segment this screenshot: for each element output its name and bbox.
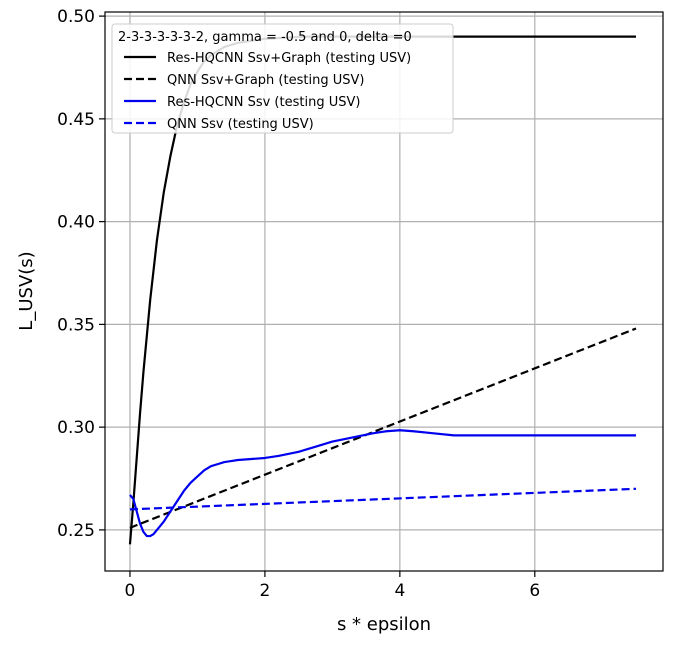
- x-axis-label: s * epsilon: [337, 614, 431, 635]
- x-tick-label: 0: [125, 581, 136, 601]
- series-line-4: [129, 487, 637, 511]
- x-axis: 0 2 4 6: [125, 571, 540, 601]
- plot-frame: [104, 11, 664, 572]
- y-tick-label: 0.30: [57, 418, 95, 438]
- legend-label-4: QNN Ssv (testing USV): [167, 117, 314, 132]
- y-tick-label: 0.50: [57, 7, 95, 27]
- x-tick-label: 4: [394, 581, 405, 601]
- legend-entries: Res-HQCNN Ssv+Graph (testing USV) QNN Ssv…: [124, 51, 411, 132]
- y-tick-label: 0.35: [57, 315, 95, 335]
- x-tick-label: 6: [529, 581, 540, 601]
- legend-title: 2-3-3-3-3-3-2, gamma = -0.5 and 0, delta…: [118, 30, 412, 45]
- legend-label-2: QNN Ssv+Graph (testing USV): [167, 73, 364, 88]
- legend-label-1: Res-HQCNN Ssv+Graph (testing USV): [167, 51, 411, 66]
- legend-label-3: Res-HQCNN Ssv (testing USV): [167, 95, 360, 110]
- legend: 2-3-3-3-3-3-2, gamma = -0.5 and 0, delta…: [111, 23, 454, 134]
- series-line-2: [129, 327, 637, 529]
- y-axis: 0.25 0.30 0.35 0.40 0.45 0.50: [57, 7, 105, 541]
- y-tick-label: 0.45: [57, 110, 95, 130]
- y-tick-label: 0.25: [57, 521, 95, 541]
- y-tick-label: 0.40: [57, 213, 95, 233]
- legend-box: [111, 23, 454, 134]
- y-axis-label: L_USV(s): [16, 251, 37, 330]
- series-line-3: [129, 429, 637, 538]
- x-tick-label: 2: [259, 581, 270, 601]
